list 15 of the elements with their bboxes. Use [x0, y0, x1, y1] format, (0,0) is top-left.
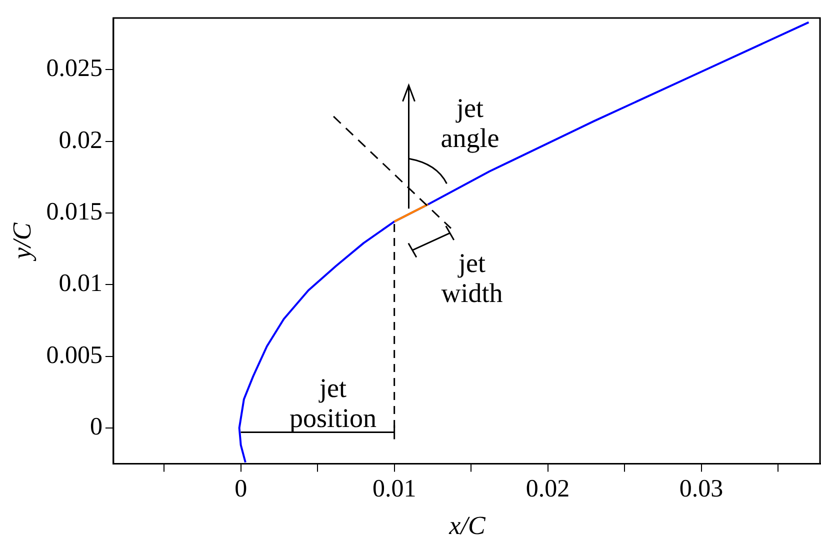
y-tick-label: 0.025 — [46, 55, 102, 82]
y-tick-label: 0.01 — [58, 270, 102, 298]
annotation: jet position — [289, 373, 378, 434]
x-tick-label: 0.01 — [372, 475, 416, 502]
y-axis-title: y/C — [7, 222, 36, 262]
y-tick-label: 0.02 — [58, 126, 102, 154]
x-tick-label: 0.02 — [526, 475, 570, 502]
y-tick-label: 0.005 — [46, 342, 102, 369]
y-tick-label: 0.015 — [46, 198, 102, 226]
annotation: jet angle — [440, 93, 500, 154]
x-axis-title: x/C — [448, 511, 486, 540]
x-tick-label: 0 — [234, 475, 248, 502]
x-tick-label: 0.03 — [679, 475, 724, 502]
annotation: jet width — [441, 248, 504, 308]
y-tick-label: 0 — [90, 414, 102, 441]
